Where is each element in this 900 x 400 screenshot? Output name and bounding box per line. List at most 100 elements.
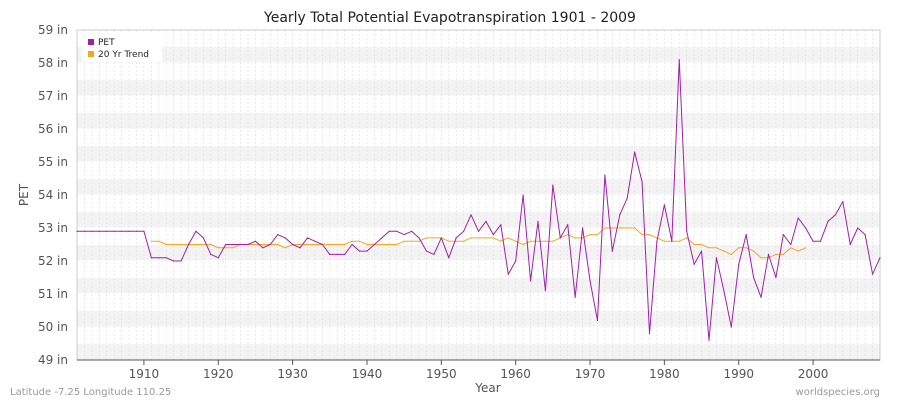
legend-box bbox=[82, 34, 162, 62]
trend-point bbox=[805, 247, 807, 249]
y-axis-title: PET bbox=[17, 183, 31, 206]
trend-point bbox=[753, 250, 755, 252]
grid-band bbox=[77, 261, 880, 278]
trend-point bbox=[433, 237, 435, 239]
pet-point bbox=[173, 260, 175, 262]
pet-point bbox=[433, 253, 435, 255]
pet-point bbox=[723, 290, 725, 292]
trend-point bbox=[173, 243, 175, 246]
pet-point bbox=[373, 243, 376, 246]
pet-point bbox=[827, 220, 829, 222]
pet-point bbox=[210, 253, 212, 255]
trend-point bbox=[410, 240, 413, 242]
x-tick-label: 1990 bbox=[723, 367, 754, 381]
footer-coordinates: Latitude -7.25 Longitude 110.25 bbox=[10, 387, 171, 398]
trend-point bbox=[418, 240, 420, 242]
pet-point bbox=[225, 243, 227, 246]
pet-point bbox=[410, 230, 413, 232]
y-tick-label: 52 in bbox=[38, 254, 68, 268]
x-axis-ticks: 1910 1920 1930 1940 1950 1960 1970 1980 1990 2000 bbox=[129, 360, 828, 381]
pet-point bbox=[596, 319, 599, 321]
grid-band bbox=[77, 145, 880, 162]
legend-label-trend: 20 Yr Trend bbox=[98, 50, 149, 60]
pet-point bbox=[819, 240, 822, 242]
y-tick-label: 53 in bbox=[38, 221, 68, 235]
pet-point bbox=[106, 230, 108, 232]
trend-point bbox=[738, 247, 740, 249]
pet-point bbox=[485, 220, 487, 222]
pet-point bbox=[91, 230, 93, 232]
trend-point bbox=[604, 227, 606, 229]
pet-point bbox=[879, 257, 881, 259]
pet-point bbox=[470, 214, 472, 216]
pet-point bbox=[477, 230, 480, 232]
trend-point bbox=[686, 237, 688, 239]
y-tick-label: 59 in bbox=[38, 23, 68, 37]
pet-point bbox=[121, 230, 123, 232]
trend-point bbox=[448, 240, 450, 242]
trend-point bbox=[626, 227, 628, 229]
trend-point bbox=[708, 247, 710, 249]
x-tick-label: 1950 bbox=[426, 367, 457, 381]
y-axis-ticks: 49 in 50 in 51 in 52 in 53 in 54 in 55 in 56 in… bbox=[38, 23, 68, 367]
pet-point bbox=[529, 280, 532, 282]
trend-point bbox=[700, 243, 703, 246]
trend-point bbox=[567, 234, 569, 236]
pet-point bbox=[284, 237, 286, 239]
pet-point bbox=[708, 339, 710, 341]
pet-point bbox=[834, 214, 836, 216]
pet-point bbox=[626, 197, 628, 199]
grid-band bbox=[77, 112, 880, 129]
pet-point bbox=[455, 237, 457, 239]
trend-point bbox=[381, 243, 383, 246]
trend-point bbox=[210, 243, 212, 246]
pet-point bbox=[299, 247, 301, 249]
pet-point bbox=[247, 243, 249, 246]
pet-point bbox=[678, 59, 680, 61]
trend-point bbox=[544, 240, 547, 242]
trend-point bbox=[574, 237, 576, 239]
trend-point bbox=[180, 243, 182, 246]
pet-point bbox=[202, 237, 204, 239]
pet-point bbox=[567, 224, 569, 226]
trend-point bbox=[723, 250, 725, 252]
pet-point bbox=[463, 230, 465, 232]
pet-point bbox=[306, 237, 309, 239]
y-tick-label: 49 in bbox=[38, 353, 68, 367]
pet-point bbox=[589, 280, 591, 282]
pet-point bbox=[671, 240, 673, 242]
trend-point bbox=[277, 243, 279, 246]
pet-point bbox=[180, 260, 182, 262]
trend-point bbox=[358, 240, 361, 242]
y-tick-label: 56 in bbox=[38, 122, 68, 136]
trend-point bbox=[232, 247, 234, 249]
x-axis-title: Year bbox=[474, 381, 500, 395]
pet-point bbox=[857, 227, 859, 229]
legend: PET 20 Yr Trend bbox=[82, 34, 162, 62]
trend-point bbox=[217, 247, 219, 249]
pet-point bbox=[83, 230, 86, 232]
pet-point bbox=[269, 243, 271, 246]
x-tick-label: 1980 bbox=[649, 367, 680, 381]
x-tick-label: 1940 bbox=[352, 367, 383, 381]
trend-point bbox=[485, 237, 487, 239]
pet-point bbox=[745, 234, 747, 236]
trend-point bbox=[344, 243, 346, 246]
pet-point bbox=[440, 237, 442, 239]
pet-point bbox=[790, 243, 792, 246]
trend-point bbox=[693, 243, 695, 246]
trend-point bbox=[150, 240, 152, 242]
trend-point bbox=[500, 240, 502, 242]
legend-label-pet: PET bbox=[98, 38, 115, 48]
trend-point bbox=[611, 227, 613, 229]
pet-point bbox=[165, 257, 167, 259]
trend-point bbox=[797, 250, 799, 252]
footer-source: worldspecies.org bbox=[796, 387, 880, 398]
trend-point bbox=[336, 243, 338, 246]
pet-point bbox=[663, 204, 665, 206]
grid-band bbox=[77, 277, 880, 294]
x-tick-label: 1920 bbox=[203, 367, 234, 381]
pet-point bbox=[686, 230, 688, 232]
trend-point bbox=[477, 237, 480, 239]
pet-point bbox=[492, 234, 494, 236]
